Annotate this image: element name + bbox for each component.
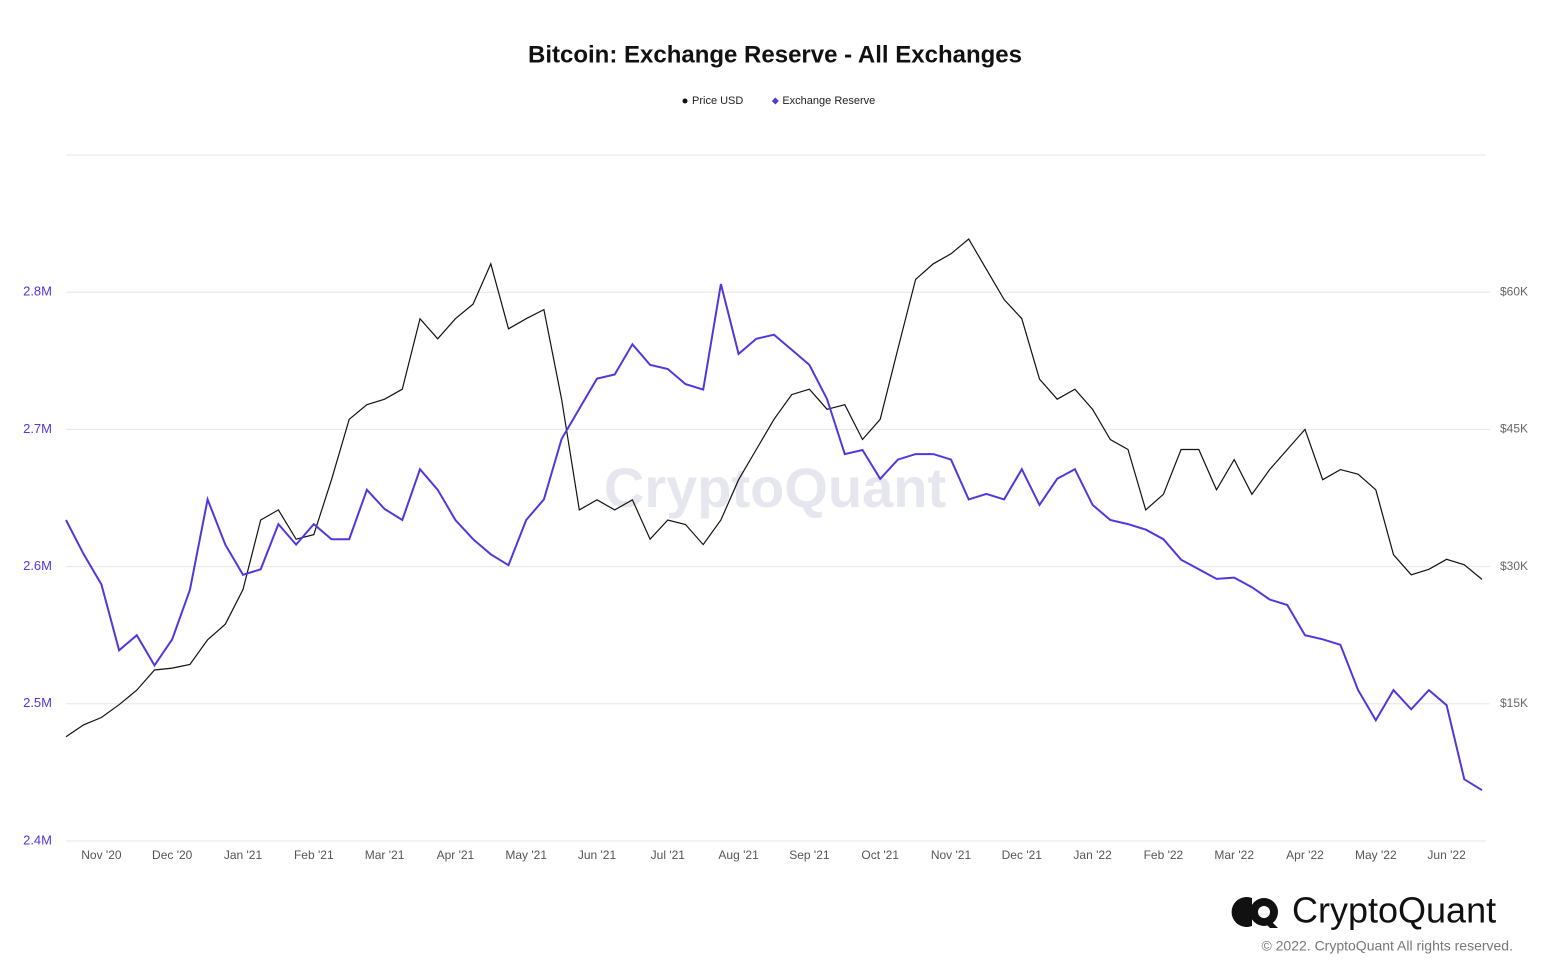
y2-tick-label: $15K (1500, 696, 1528, 710)
watermark: CryptoQuant (604, 456, 946, 519)
y2-tick-label: $60K (1500, 284, 1528, 298)
legend-marker (682, 98, 688, 104)
x-tick-label: Jun '22 (1427, 848, 1466, 862)
copyright: © 2022. CryptoQuant All rights reserved. (1261, 938, 1513, 954)
x-tick-label: Feb '21 (294, 848, 334, 862)
y-tick-label: 2.7M (23, 421, 52, 436)
legend-marker (771, 97, 779, 105)
x-tick-label: Nov '21 (931, 848, 972, 862)
x-tick-label: Mar '22 (1214, 848, 1254, 862)
x-tick-label: May '21 (505, 848, 547, 862)
x-tick-label: May '22 (1355, 848, 1397, 862)
x-tick-label: Sep '21 (789, 848, 830, 862)
x-tick-label: Jun '21 (578, 848, 617, 862)
y-tick-label: 2.8M (23, 284, 52, 299)
x-tick-label: Oct '21 (861, 848, 899, 862)
legend-item: Price USD (682, 95, 743, 107)
x-tick-label: Aug '21 (718, 848, 759, 862)
series-line (65, 283, 1483, 792)
legend-label: Exchange Reserve (782, 95, 875, 107)
x-tick-label: Apr '21 (437, 848, 475, 862)
chart-title: Bitcoin: Exchange Reserve - All Exchange… (528, 41, 1022, 68)
y-tick-label: 2.5M (23, 695, 52, 710)
logo-icon (1231, 897, 1278, 928)
y-tick-label: 2.6M (23, 558, 52, 573)
x-tick-label: Dec '21 (1002, 848, 1043, 862)
y2-tick-label: $45K (1500, 422, 1528, 436)
logo-text: CryptoQuant (1292, 890, 1496, 931)
x-tick-label: Nov '20 (81, 848, 122, 862)
legend-item: Exchange Reserve (771, 95, 875, 107)
x-tick-label: Mar '21 (365, 848, 405, 862)
x-tick-label: Dec '20 (152, 848, 193, 862)
x-tick-label: Jan '21 (224, 848, 263, 862)
x-tick-label: Jul '21 (651, 848, 686, 862)
y-tick-label: 2.4M (23, 832, 52, 847)
x-tick-label: Jan '22 (1073, 848, 1112, 862)
x-tick-label: Feb '22 (1144, 848, 1184, 862)
y2-tick-label: $30K (1500, 559, 1528, 573)
legend-label: Price USD (692, 95, 743, 107)
x-tick-label: Apr '22 (1286, 848, 1324, 862)
